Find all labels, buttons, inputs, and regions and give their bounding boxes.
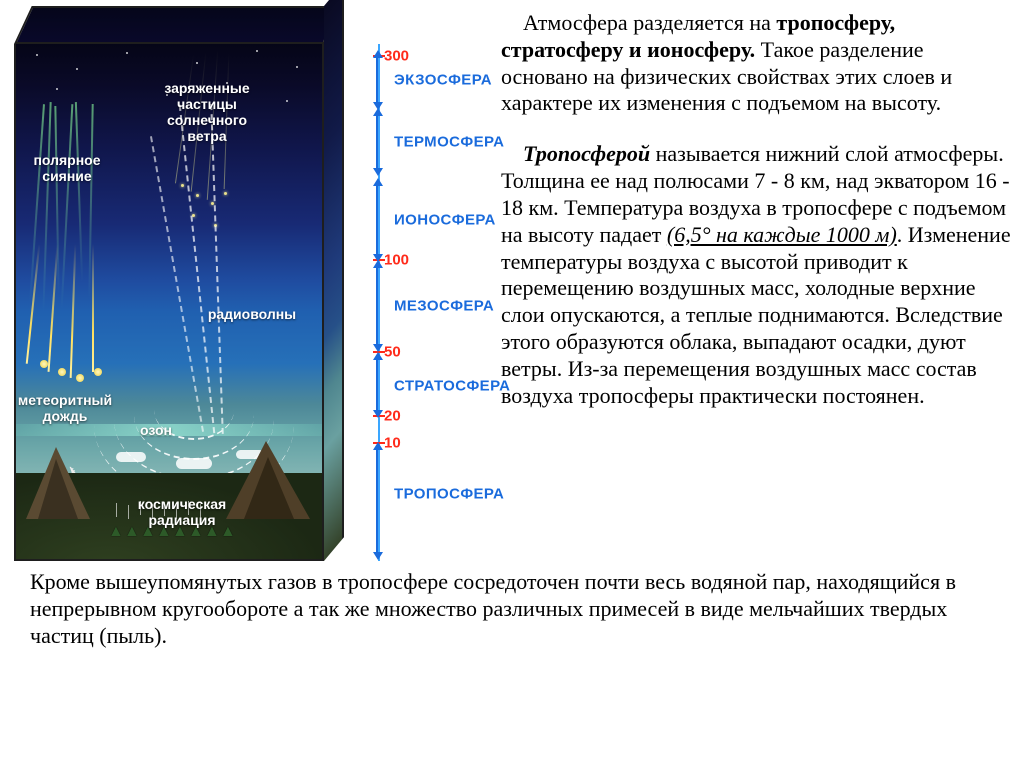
p2-bold: Тропосферой: [523, 141, 650, 166]
scale-layer-label: ТЕРМОСФЕРА: [394, 134, 504, 151]
body-text: Атмосфера разделяется на тропосферу, стр…: [501, 6, 1014, 561]
scale-tick: 50: [384, 344, 401, 361]
diagram-side-face: [324, 0, 344, 561]
paragraph-1: Атмосфера разделяется на тропосферу, стр…: [501, 10, 1014, 117]
label-solar-wind: заряженныечастицысолнечноговетра: [152, 80, 262, 144]
p2-b: . Изменение температуры воздуха с высото…: [501, 222, 1011, 408]
diagram-top-face: [14, 6, 342, 44]
label-aurora: полярноесияние: [22, 152, 112, 184]
scale-layer-label: ЭКЗОСФЕРА: [394, 72, 492, 89]
scale-layer-label: ИОНОСФЕРА: [394, 212, 496, 229]
scale-tick: 300: [384, 48, 409, 65]
label-cosmic-radiation: космическаярадиация: [122, 496, 242, 528]
scale-layer-label: МЕЗОСФЕРА: [394, 298, 494, 315]
scale-layer-label: ТРОПОСФЕРА: [394, 486, 504, 503]
scale-tick: 10: [384, 435, 401, 452]
diagram-front-face: ✈ ▲▲ ▲▲ ▲▲ ▲▲ полярноесияние заряженныеч…: [14, 44, 324, 561]
altitude-scale: 300100502010ЭКЗОСФЕРАТЕРМОСФЕРАИОНОСФЕРА…: [346, 44, 486, 561]
scale-layer-extent: [376, 266, 382, 346]
scale-layer-extent: [376, 184, 382, 256]
scale-layer-extent: [376, 114, 382, 170]
label-meteor-shower: метеоритныйдождь: [14, 392, 120, 424]
paragraph-3: Кроме вышеупомянутых газов в тропосфере …: [0, 569, 1024, 649]
scale-layer-extent: [376, 56, 382, 104]
scale-layer-label: СТРАТОСФЕРА: [394, 378, 510, 395]
label-radio-waves: радиоволны: [192, 306, 312, 322]
scale-tick: 20: [384, 408, 401, 425]
paragraph-2: Тропосферой называется нижний слой атмос…: [501, 141, 1014, 409]
label-ozone: озон: [126, 422, 186, 438]
p2-ital: (6,5° на каждые 1000 м): [667, 222, 897, 247]
scale-layer-extent: [376, 448, 382, 554]
atmosphere-diagram: ✈ ▲▲ ▲▲ ▲▲ ▲▲ полярноесияние заряженныеч…: [10, 6, 485, 561]
scale-layer-extent: [376, 358, 382, 412]
p1-lead: Атмосфера разделяется на: [523, 10, 776, 35]
p3-text: Кроме вышеупомянутых газов в тропосфере …: [30, 569, 956, 648]
scale-tick: 100: [384, 252, 409, 269]
